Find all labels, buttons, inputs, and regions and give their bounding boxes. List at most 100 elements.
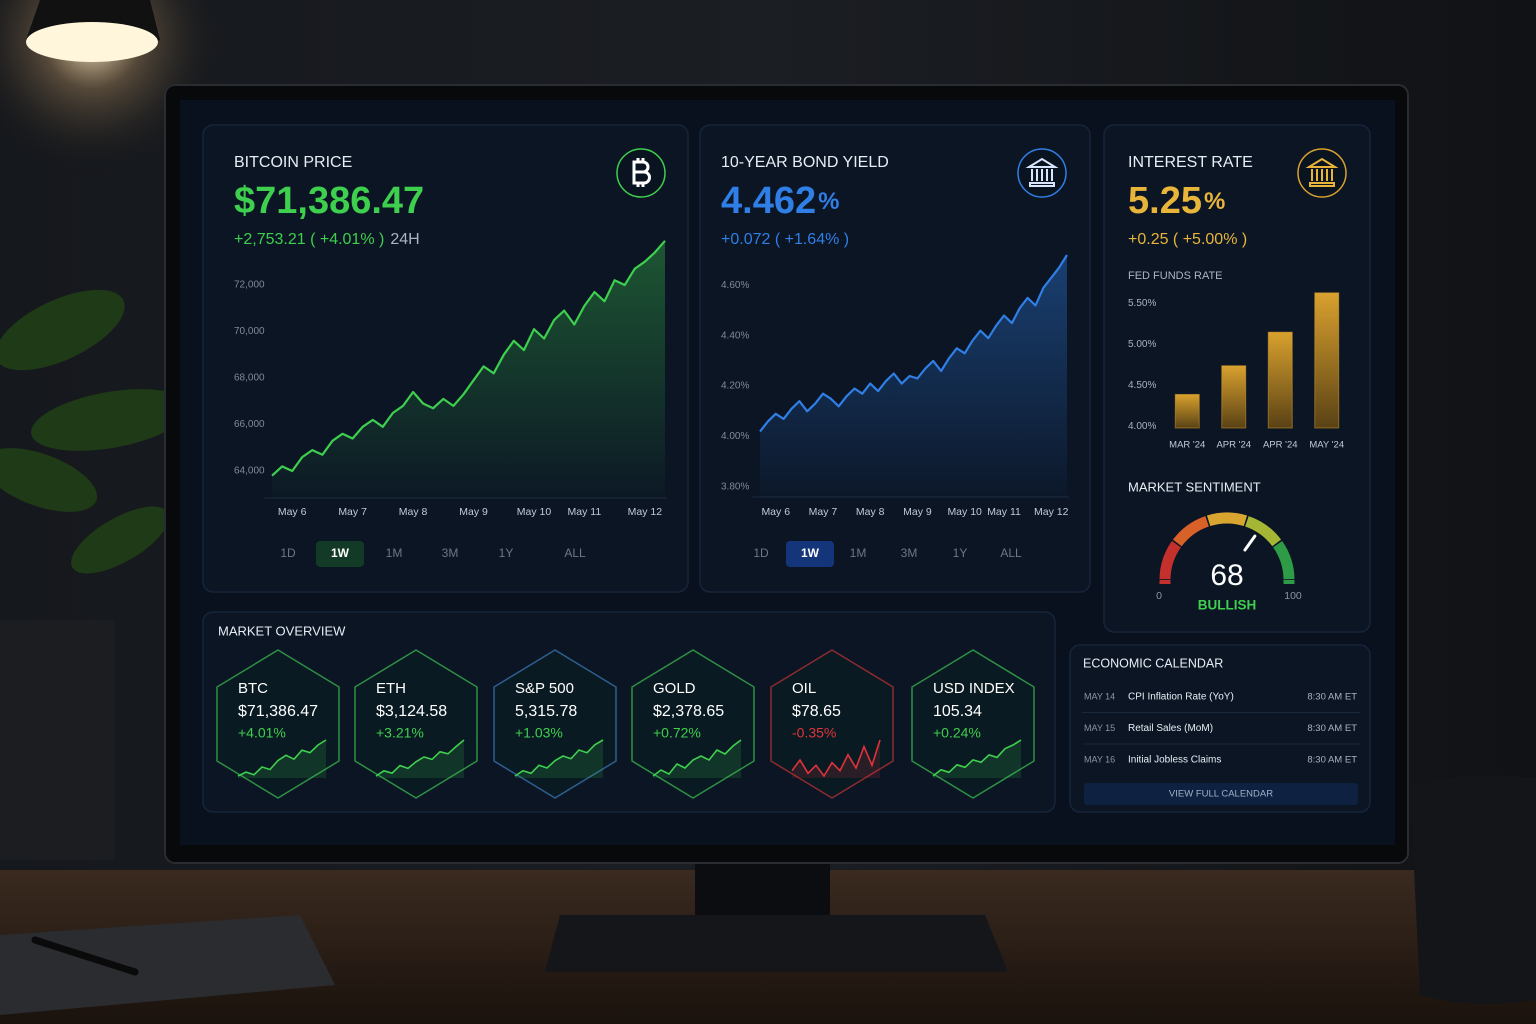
headline-number: $71,386.47 [234,180,424,222]
hex-tile[interactable] [493,649,617,799]
gauge-segment [1206,512,1248,527]
card-icon [616,148,666,198]
x-tick-label: May 12 [1034,506,1069,518]
x-tick-label: May 11 [568,506,602,518]
gauge-label: BULLISH [1198,598,1257,613]
ticker-price: 5,315.78 [515,703,577,720]
sparkline [932,739,1022,777]
hex-tile[interactable] [216,649,340,799]
x-tick-label: MAY '24 [1309,440,1344,451]
change: +2,753.21 ( +4.01% ) [234,231,384,248]
sparkline [791,739,881,778]
range-button[interactable]: 1D [280,546,296,560]
gauge-segment [1272,541,1295,580]
range-button[interactable]: 1W [331,546,350,560]
price-line [759,254,1068,433]
x-tick-label: May 10 [947,506,982,518]
range-button[interactable]: 1W [801,546,820,560]
period: 24H [390,231,419,248]
range-button[interactable]: 1Y [953,546,968,560]
pen [31,936,139,976]
bank-glyph [1305,157,1339,187]
calendar-event: Initial Jobless Claims [1128,755,1221,766]
gauge-title: MARKET SENTIMENT [1128,479,1261,494]
y-tick-label: 3.80% [721,482,749,493]
monitor-neck [695,855,830,925]
plant [0,289,189,860]
sparkline-area [238,740,326,778]
bar [1314,292,1340,429]
calendar-date: MAY 15 [1084,723,1115,733]
ticker-name: BTC [238,680,268,697]
y-tick-label: 68,000 [234,373,265,384]
ticker-name: OIL [792,680,816,697]
ticker-change: +0.24% [933,725,981,741]
gauge-segment [1159,541,1182,580]
x-tick-label: May 9 [903,506,932,518]
sparkline [514,739,604,777]
range-button[interactable]: ALL [564,546,586,560]
sparkline-area [653,740,741,778]
bar [1174,393,1200,429]
gauge-value: 68 [1210,559,1243,592]
hex-tile[interactable] [631,649,755,799]
ticker-name: S&P 500 [515,680,574,697]
notebook [0,915,335,1015]
headline-value: 4.462% [721,180,839,222]
y-tick-label: 72,000 [234,280,265,291]
calendar-button-label[interactable]: VIEW FULL CALENDAR [1169,789,1273,800]
sparkline [237,739,327,777]
sparkline-area [933,740,1021,778]
y-tick-label: 4.40% [721,330,749,341]
x-tick-label: May 8 [399,506,428,518]
range-button-active[interactable] [316,541,364,567]
change: +0.072 ( +1.64% ) [721,231,849,248]
y-tick-label: 64,000 [234,466,265,477]
x-tick-label: May 7 [809,506,838,518]
range-button[interactable]: 1D [753,546,769,560]
headline-unit: % [1204,188,1225,215]
sparkline [652,739,742,777]
ticker-name: USD INDEX [933,680,1015,697]
range-button[interactable]: 1M [386,546,403,560]
section-title: ECONOMIC CALENDAR [1083,656,1223,670]
lamp-bulb [26,22,158,62]
card-title: 10-YEAR BOND YIELD [721,154,889,171]
change-line: +0.072 ( +1.64% ) [721,231,849,248]
x-tick-label: May 9 [459,506,488,518]
gauge-min: 0 [1156,590,1162,602]
ticker-change: +1.03% [515,725,563,741]
headline-number: 5.25 [1128,180,1202,222]
ticker-change: -0.35% [792,725,836,741]
x-tick-label: May 7 [338,506,367,518]
y-tick-label: 4.50% [1128,380,1156,391]
calendar-button[interactable] [1084,783,1358,805]
x-tick-label: May 10 [517,506,552,518]
x-tick-label: May 11 [987,506,1021,518]
hex-tile[interactable] [354,649,478,799]
range-button[interactable]: ALL [1000,546,1022,560]
headline-unit: % [818,188,839,215]
gauge-max: 100 [1284,590,1302,602]
area [272,240,665,499]
y-tick-label: 4.60% [721,280,749,291]
btc-glyph [632,158,651,187]
headline-value: $71,386.47 [234,180,424,222]
range-button[interactable]: 1M [850,546,867,560]
calendar-date: MAY 16 [1084,754,1115,764]
range-button[interactable]: 3M [901,546,918,560]
bank-glyph [1025,157,1059,187]
calendar-date: MAY 14 [1084,691,1115,701]
ticker-price: $3,124.58 [376,703,447,720]
range-button[interactable]: 3M [442,546,459,560]
y-tick-label: 4.00% [721,431,749,442]
range-button[interactable]: 1Y [499,546,514,560]
bar [1221,365,1247,429]
ticker-price: $71,386.47 [238,703,318,720]
range-button-active[interactable] [786,541,834,567]
change: +0.25 ( +5.00% ) [1128,231,1247,248]
hex-tile[interactable] [911,649,1035,799]
price-line [271,240,666,477]
ticker-name: ETH [376,680,406,697]
